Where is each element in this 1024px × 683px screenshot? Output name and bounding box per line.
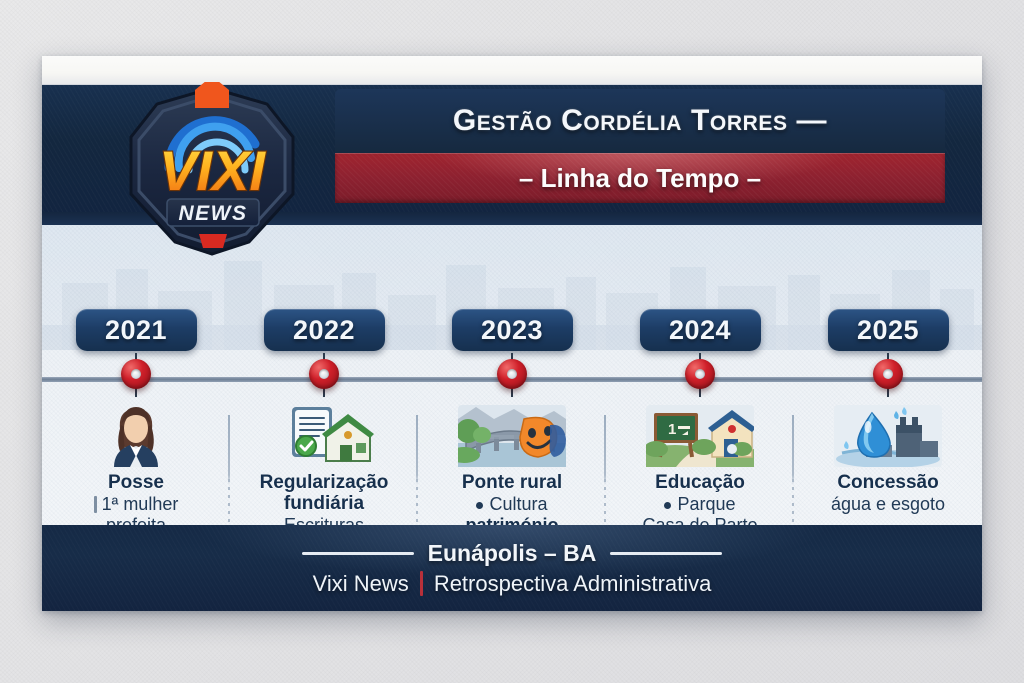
bullet-icon <box>476 501 484 509</box>
column-line: água e esgoto <box>830 494 946 515</box>
column-title: Posse <box>108 472 164 493</box>
timeline-pin-icon-2021[interactable] <box>121 359 151 389</box>
column-separator <box>792 415 794 540</box>
footer-divider <box>419 571 423 596</box>
year-badges-row: 2021 2022 2023 2024 2025 <box>42 309 982 355</box>
year-badge-2022[interactable]: 2022 <box>263 309 385 351</box>
infographic-card: Gestão Cordélia Torres — – Linha do Temp… <box>42 56 982 611</box>
column-title: Concessão <box>837 472 939 493</box>
card-top-strip <box>42 56 982 85</box>
year-cell: 2024 <box>606 309 794 355</box>
column-title: Ponte rural <box>461 472 563 493</box>
column-separator <box>604 415 606 540</box>
timeline-pins-row <box>42 353 982 399</box>
vixi-news-logo: VIXI NEWS <box>117 76 307 258</box>
column-title-line2: fundiária <box>283 493 365 515</box>
svg-text:1: 1 <box>668 421 676 438</box>
year-badge-2021[interactable]: 2021 <box>75 309 197 351</box>
column-line: Cultura <box>489 494 548 515</box>
bridge-theatre-masks-icon <box>448 405 566 467</box>
year-badge-2023[interactable]: 2023 <box>451 309 573 351</box>
year-badge-2024[interactable]: 2024 <box>639 309 761 351</box>
subtitle-plate: – Linha do Tempo – <box>335 153 945 203</box>
svg-text:NEWS: NEWS <box>179 202 248 225</box>
header-bar: Gestão Cordélia Torres — – Linha do Temp… <box>42 85 982 225</box>
businesswoman-avatar-icon <box>82 405 190 467</box>
column-title: Regularização <box>259 472 389 493</box>
footer-tagline: Retrospectiva Administrativa <box>433 570 712 596</box>
column-line: 1ª mulher <box>101 494 179 515</box>
column-separator <box>416 415 418 540</box>
pin-cell <box>794 353 982 399</box>
pin-cell <box>418 353 606 399</box>
timeline-column-2025[interactable]: Concessão água e esgoto <box>794 401 982 553</box>
year-badge-2025[interactable]: 2025 <box>827 309 949 351</box>
line-bar-marker <box>93 496 97 514</box>
year-cell: 2021 <box>42 309 230 355</box>
year-label: 2023 <box>480 314 544 345</box>
timeline-pin-icon-2025[interactable] <box>873 359 903 389</box>
footer-brand: Vixi News <box>312 570 409 596</box>
footer-rule-right <box>610 551 723 555</box>
year-label: 2022 <box>292 314 356 345</box>
timeline-columns: Posse 1ª mulher prefeita <box>42 401 982 553</box>
year-cell: 2022 <box>230 309 418 355</box>
svg-text:VIXI: VIXI <box>159 139 266 202</box>
pin-cell <box>42 353 230 399</box>
timeline-pin-icon-2023[interactable] <box>497 359 527 389</box>
year-cell: 2025 <box>794 309 982 355</box>
year-label: 2024 <box>668 314 732 345</box>
timeline-column-2024[interactable]: 1 Educação <box>606 401 794 553</box>
timeline-body: 2021 2022 2023 2024 2025 <box>42 225 982 553</box>
column-line-row: Cultura <box>476 494 548 515</box>
footer-bar: Eunápolis – BA Vixi News Retrospectiva A… <box>42 525 982 611</box>
column-line-row: 1ª mulher <box>93 494 179 515</box>
footer-city-row: Eunápolis – BA <box>301 539 723 567</box>
page-title: Gestão Cordélia Torres — <box>452 104 828 137</box>
footer-city: Eunápolis – BA <box>427 539 597 566</box>
timeline-column-2022[interactable]: Regularização fundiária Escrituras <box>230 401 418 553</box>
year-cell: 2023 <box>418 309 606 355</box>
column-lines: água e esgoto <box>831 494 945 515</box>
bullet-icon <box>664 501 672 509</box>
timeline-column-2023[interactable]: Ponte rural Cultura património <box>418 401 606 553</box>
column-separator <box>228 415 230 540</box>
footer-brand-row: Vixi News Retrospectiva Administrativa <box>312 570 712 597</box>
water-drop-treatment-plant-icon <box>834 405 942 468</box>
timeline-pin-icon-2024[interactable] <box>685 359 715 389</box>
document-house-check-icon <box>270 405 378 467</box>
timeline-pin-icon-2022[interactable] <box>309 359 339 389</box>
pin-cell <box>230 353 418 399</box>
year-label: 2025 <box>856 314 920 345</box>
chalkboard-house-park-icon: 1 <box>644 405 756 467</box>
column-line-row: Parque <box>664 494 736 515</box>
page-subtitle: – Linha do Tempo – <box>518 162 762 193</box>
column-line: Parque <box>677 494 736 515</box>
pin-cell <box>606 353 794 399</box>
footer-rule-left <box>301 551 414 555</box>
year-label: 2021 <box>104 314 168 345</box>
column-title: Educação <box>655 472 745 493</box>
title-plate: Gestão Cordélia Torres — <box>335 89 945 153</box>
header-bottom-edge <box>42 212 982 225</box>
